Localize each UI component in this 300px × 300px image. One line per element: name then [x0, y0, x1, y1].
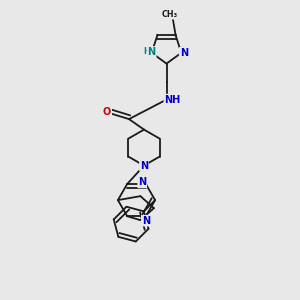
- Text: N: N: [148, 47, 156, 57]
- Text: CH₃: CH₃: [162, 10, 178, 19]
- Text: N: N: [138, 178, 146, 188]
- Text: N: N: [140, 160, 148, 171]
- Text: N: N: [142, 216, 150, 226]
- Text: N: N: [180, 48, 188, 58]
- Text: O: O: [103, 106, 111, 117]
- Text: H: H: [143, 47, 149, 56]
- Text: NH: NH: [164, 94, 181, 105]
